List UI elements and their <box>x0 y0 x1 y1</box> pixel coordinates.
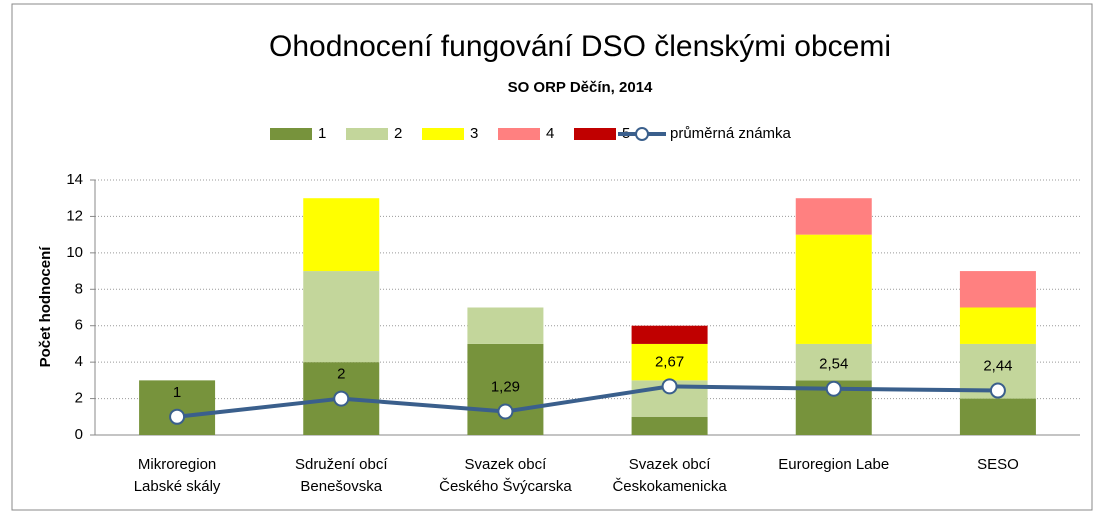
y-tick-label: 8 <box>75 280 83 297</box>
legend-label: 4 <box>546 125 554 142</box>
chart-subtitle: SO ORP Děčín, 2014 <box>508 79 653 96</box>
line-point <box>169 408 186 425</box>
bar-segment <box>139 380 216 435</box>
data-label: 2,67 <box>655 353 684 370</box>
x-tick-label: Českého Švýcarska <box>439 478 572 495</box>
x-tick-label: Euroregion Labe <box>778 456 889 473</box>
y-axis-label: Počet hodnocení <box>37 246 54 368</box>
y-tick-label: 6 <box>75 317 83 334</box>
x-tick-label: Svazek obcí <box>465 456 548 473</box>
bar-segment <box>959 271 1036 308</box>
x-tick-label: Benešovska <box>300 478 382 495</box>
data-label: 2 <box>337 366 345 383</box>
bar-segment <box>631 343 708 381</box>
x-tick-label: Sdružení obcí <box>295 456 388 473</box>
chart-title: Ohodnocení fungování DSO členskými obcem… <box>269 30 891 63</box>
legend-swatch <box>270 128 312 140</box>
line-point <box>825 380 842 397</box>
bar-segment <box>795 234 872 344</box>
bar-segment <box>303 271 380 363</box>
legend-swatch <box>346 128 388 140</box>
data-label: 2,54 <box>819 356 848 373</box>
bar-segment <box>795 198 872 235</box>
x-tick-label: Českokamenicka <box>612 478 727 495</box>
x-tick-label: Labské skály <box>134 478 221 495</box>
y-tick-label: 0 <box>75 426 83 443</box>
legend-label: 1 <box>318 125 326 142</box>
y-tick-label: 2 <box>75 390 83 407</box>
bar-segment <box>959 307 1036 344</box>
legend-swatch <box>498 128 540 140</box>
bar-segment <box>795 343 872 381</box>
x-tick-label: Mikroregion <box>138 456 216 473</box>
data-label: 1 <box>173 384 181 401</box>
legend-label: 2 <box>394 125 402 142</box>
data-label: 1,29 <box>491 378 520 395</box>
bar-segment <box>631 416 708 435</box>
bar-segment <box>631 325 708 344</box>
legend-label: průměrná známka <box>670 125 792 142</box>
y-tick-label: 4 <box>75 353 83 370</box>
y-tick-label: 12 <box>66 207 83 224</box>
legend-swatch <box>422 128 464 140</box>
data-label: 2,44 <box>983 358 1012 375</box>
line <box>176 384 998 419</box>
line-point <box>333 390 350 407</box>
x-tick-label: SESO <box>977 456 1019 473</box>
bar-segment <box>959 398 1036 435</box>
x-tick-label: Svazek obcí <box>629 456 712 473</box>
bar-segment <box>303 198 380 272</box>
y-tick-label: 14 <box>66 171 83 188</box>
legend-marker <box>635 127 649 141</box>
legend-label: 3 <box>470 125 478 142</box>
bar-segment <box>467 343 544 435</box>
line-point <box>989 382 1006 399</box>
legend-swatch <box>574 128 616 140</box>
bar-segment <box>467 307 544 344</box>
y-tick-label: 10 <box>66 244 83 261</box>
line-point <box>661 378 678 395</box>
line-point <box>497 403 514 420</box>
